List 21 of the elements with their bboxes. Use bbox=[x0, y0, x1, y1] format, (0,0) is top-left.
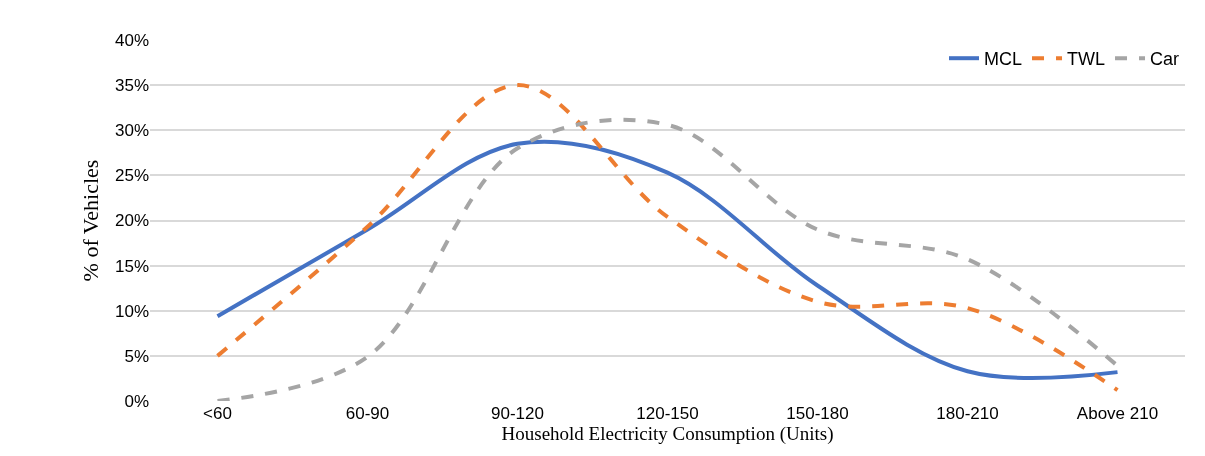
y-axis-title: % of Vehicles bbox=[77, 159, 103, 282]
y-tick-label: 40% bbox=[114, 30, 149, 50]
y-tick-label: 30% bbox=[114, 121, 149, 141]
x-tick-label: 150-180 bbox=[786, 404, 849, 423]
y-tick-label: 0% bbox=[124, 391, 149, 411]
y-tick-label: 25% bbox=[114, 166, 149, 186]
x-tick-label: 180-210 bbox=[936, 404, 999, 423]
x-tick-label: 120-150 bbox=[636, 404, 699, 423]
y-tick-label: 10% bbox=[114, 301, 149, 321]
y-tick-label: 20% bbox=[114, 211, 149, 231]
y-tick-label: 35% bbox=[114, 76, 149, 96]
x-tick-label: 90-120 bbox=[491, 404, 544, 423]
legend-label: Car bbox=[1150, 49, 1180, 70]
legend-label: MCL bbox=[984, 49, 1023, 70]
x-tick-label: Above 210 bbox=[1076, 404, 1159, 423]
y-tick-label: 15% bbox=[114, 256, 149, 276]
x-tick-label: <60 bbox=[203, 404, 232, 423]
legend-label: TWL bbox=[1067, 49, 1106, 70]
x-axis-title: Household Electricity Consumption (Units) bbox=[501, 423, 834, 445]
y-tick-label: 5% bbox=[124, 346, 149, 366]
x-tick-label: 60-90 bbox=[345, 404, 390, 423]
